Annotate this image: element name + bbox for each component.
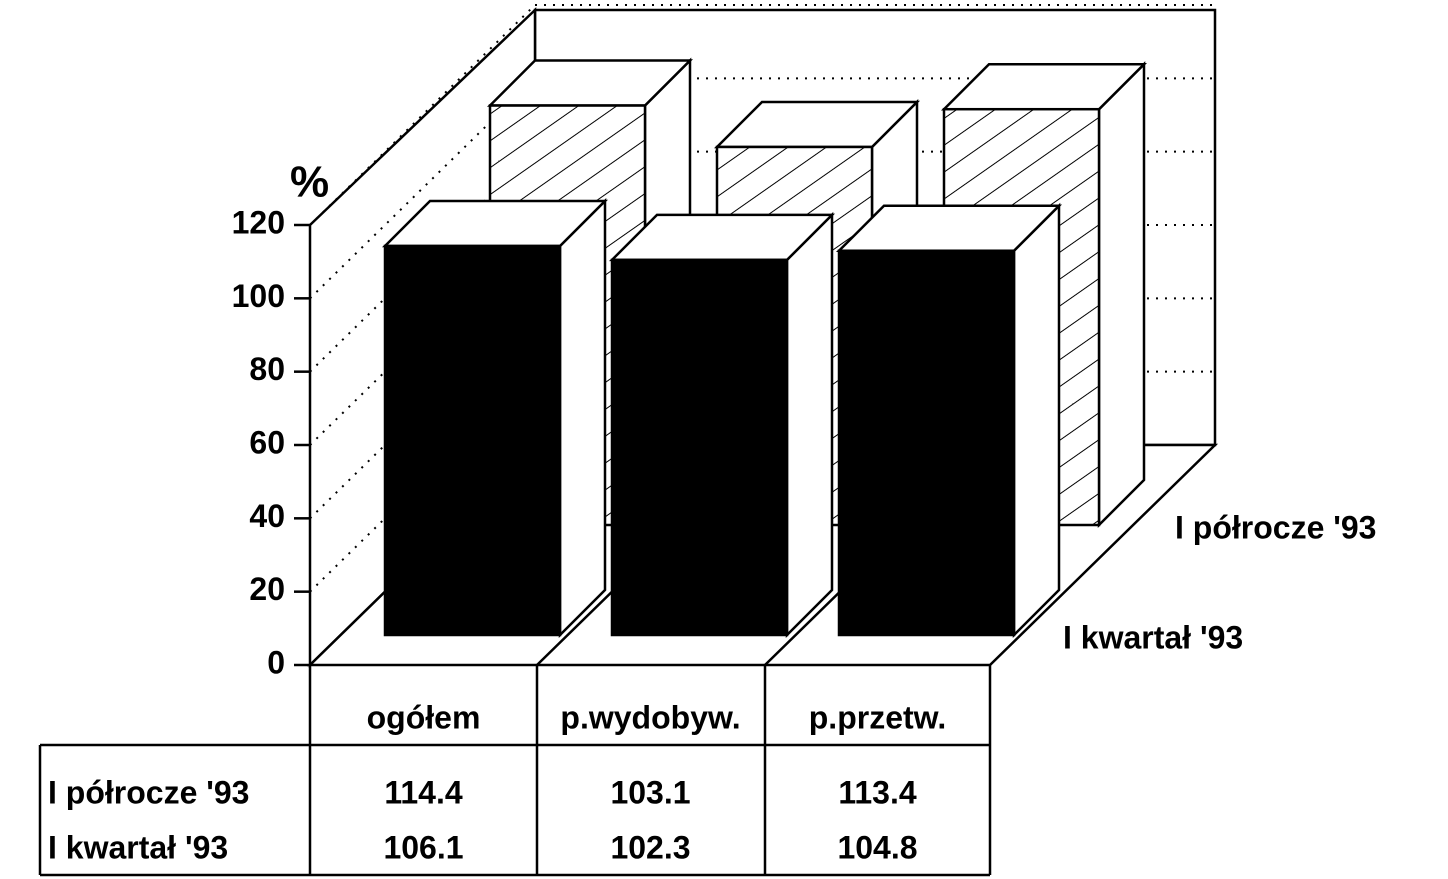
bar — [383, 244, 562, 637]
y-tick-label: 100 — [232, 278, 285, 314]
bar — [610, 258, 789, 637]
table-cell: 114.4 — [384, 774, 463, 810]
table-header: ogółem — [367, 699, 481, 735]
bar-side — [558, 197, 607, 639]
bar-side — [785, 211, 834, 639]
y-tick-label: 40 — [249, 498, 285, 534]
y-axis-label: % — [290, 158, 329, 207]
bar-side — [1012, 202, 1061, 639]
legend-label: I półrocze '93 — [1175, 509, 1376, 545]
bar — [837, 249, 1016, 637]
table-header: p.wydobyw. — [560, 699, 740, 735]
table-cell: 103.1 — [610, 774, 690, 810]
y-tick-label: 20 — [249, 571, 285, 607]
table-row-label: I półrocze '93 — [48, 774, 249, 810]
legend-label: I kwartał '93 — [1063, 619, 1243, 655]
grid-line — [309, 4, 536, 226]
y-tick-label: 80 — [249, 351, 285, 387]
table-row-label: I kwartał '93 — [48, 829, 228, 865]
table-cell: 104.8 — [837, 829, 917, 865]
y-tick-label: 120 — [232, 204, 285, 240]
y-tick-label: 60 — [249, 424, 285, 460]
table-header: p.przetw. — [809, 699, 946, 735]
y-tick-label: 0 — [267, 644, 285, 680]
table-cell: 102.3 — [610, 829, 690, 865]
table-cell: 113.4 — [838, 774, 917, 810]
bar-side — [1097, 61, 1146, 529]
table-cell: 106.1 — [383, 829, 463, 865]
